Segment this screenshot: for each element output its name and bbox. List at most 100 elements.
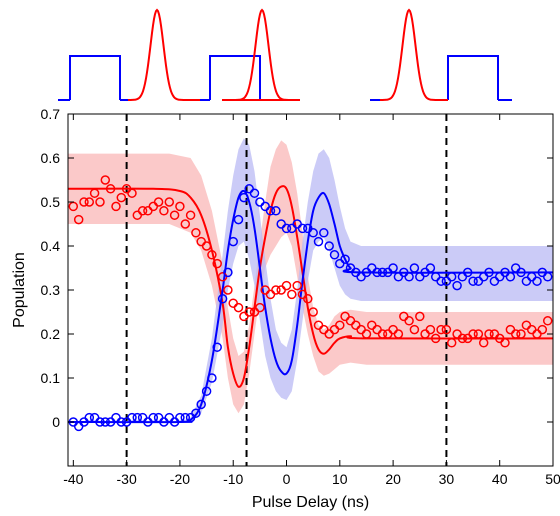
square-pulse [69,55,121,100]
red-data-point [409,324,420,335]
blue-data-point [201,386,212,396]
pulse-diagram [370,8,512,101]
x-tick-label: -40 [63,471,83,487]
blue-data-point [207,373,217,383]
red-data-point [153,197,164,207]
red-data-point [446,338,457,348]
blue-data-point [212,342,222,352]
red-data-point [175,201,185,212]
red-data-point [436,324,446,335]
x-tick-label: 30 [439,471,455,487]
blue-data-point [446,272,457,282]
blue-data-point [217,294,228,304]
vertical-dashed-lines [125,114,448,466]
blue-data-point [100,417,111,427]
red-data-point [308,307,318,317]
blue-data-point [137,412,148,423]
blue-data-point [132,412,143,423]
y-tick-label: 0.6 [41,150,61,166]
blue-data-point [319,228,329,238]
blue-data-point [313,236,324,247]
blue-data-point [84,412,95,423]
red-data-point [212,258,222,269]
error-bands [68,138,553,422]
pulse-diagrams [58,8,512,101]
blue-data-point [228,236,238,247]
red-data-point [223,285,233,295]
red-data-point [537,324,548,335]
blue-data-point [297,223,308,234]
red-data-point [191,228,201,238]
red-data-point [100,175,111,185]
x-tick-label: 0 [283,471,291,487]
y-tick-label: 0.2 [41,326,61,342]
blue-data-point [164,412,175,423]
blue-data-point [196,399,206,410]
x-tick-label: -30 [117,471,137,487]
blue-data-point [505,272,516,282]
red-data-point [228,298,238,308]
red-data-point [377,329,388,339]
blue-data-point [281,223,292,234]
red-data-point [303,294,313,304]
red-data-point [116,192,127,203]
blue-data-point [191,408,201,418]
blue-data-point [409,263,420,273]
blue-data-point [95,417,105,427]
red-data-point [516,329,526,339]
blue-data-point [265,206,276,216]
blue-data-point [148,412,159,423]
red-data-point [457,333,468,344]
blue-data-point [516,267,526,278]
blue-data-point [372,267,382,278]
blue-data-point [233,214,244,225]
blue-data-point [249,188,260,198]
red-data-point [271,285,281,295]
red-data-point [441,324,452,335]
red-data-point [233,302,244,313]
red-data-point [127,188,137,198]
data-points [68,175,553,432]
blue-data-point [404,272,414,282]
blue-data-point [468,276,478,286]
red-data-point [500,338,510,348]
blue-data-point [388,263,398,273]
y-tick-label: 0.5 [41,194,61,210]
x-tick-label: -10 [223,471,243,487]
blue-data-point [542,272,553,282]
red-data-point [415,311,425,322]
x-tick-label: 20 [385,471,401,487]
blue-data-point [532,276,542,286]
red-data-point [201,241,212,251]
y-tick-label: 0.3 [41,282,61,298]
red-data-point [79,197,89,207]
blue-data-point [89,412,100,423]
red-data-point [105,184,116,194]
y-tick-label: 0.4 [41,238,61,254]
red-data-point [111,201,121,212]
gaussian-pulse [128,8,200,101]
x-tick-label: -20 [170,471,190,487]
y-tick-label: 0.1 [41,370,61,386]
blue-data-point [329,250,340,260]
y-tick-label: 0.7 [41,106,61,122]
red-data-point [180,219,191,229]
red-data-point [393,329,404,339]
y-axis-ticks: 0 0.1 0.2 0.3 0.4 0.5 0.6 0.7 [41,106,553,430]
red-data-point [542,316,553,326]
x-tick-label: 40 [492,471,508,487]
red-error-band [68,140,553,414]
y-axis-label: Population [11,252,28,328]
blue-data-point [484,267,494,278]
gaussian-pulse [380,8,448,101]
red-data-point [430,333,441,344]
blue-data-point [377,267,388,278]
x-tick-label: 50 [545,471,560,487]
blue-error-band [68,138,553,422]
blue-fit-curve [67,189,554,424]
red-data-point [73,214,84,225]
red-data-point [473,329,484,339]
red-data-point [404,316,414,326]
red-data-point [239,311,249,322]
